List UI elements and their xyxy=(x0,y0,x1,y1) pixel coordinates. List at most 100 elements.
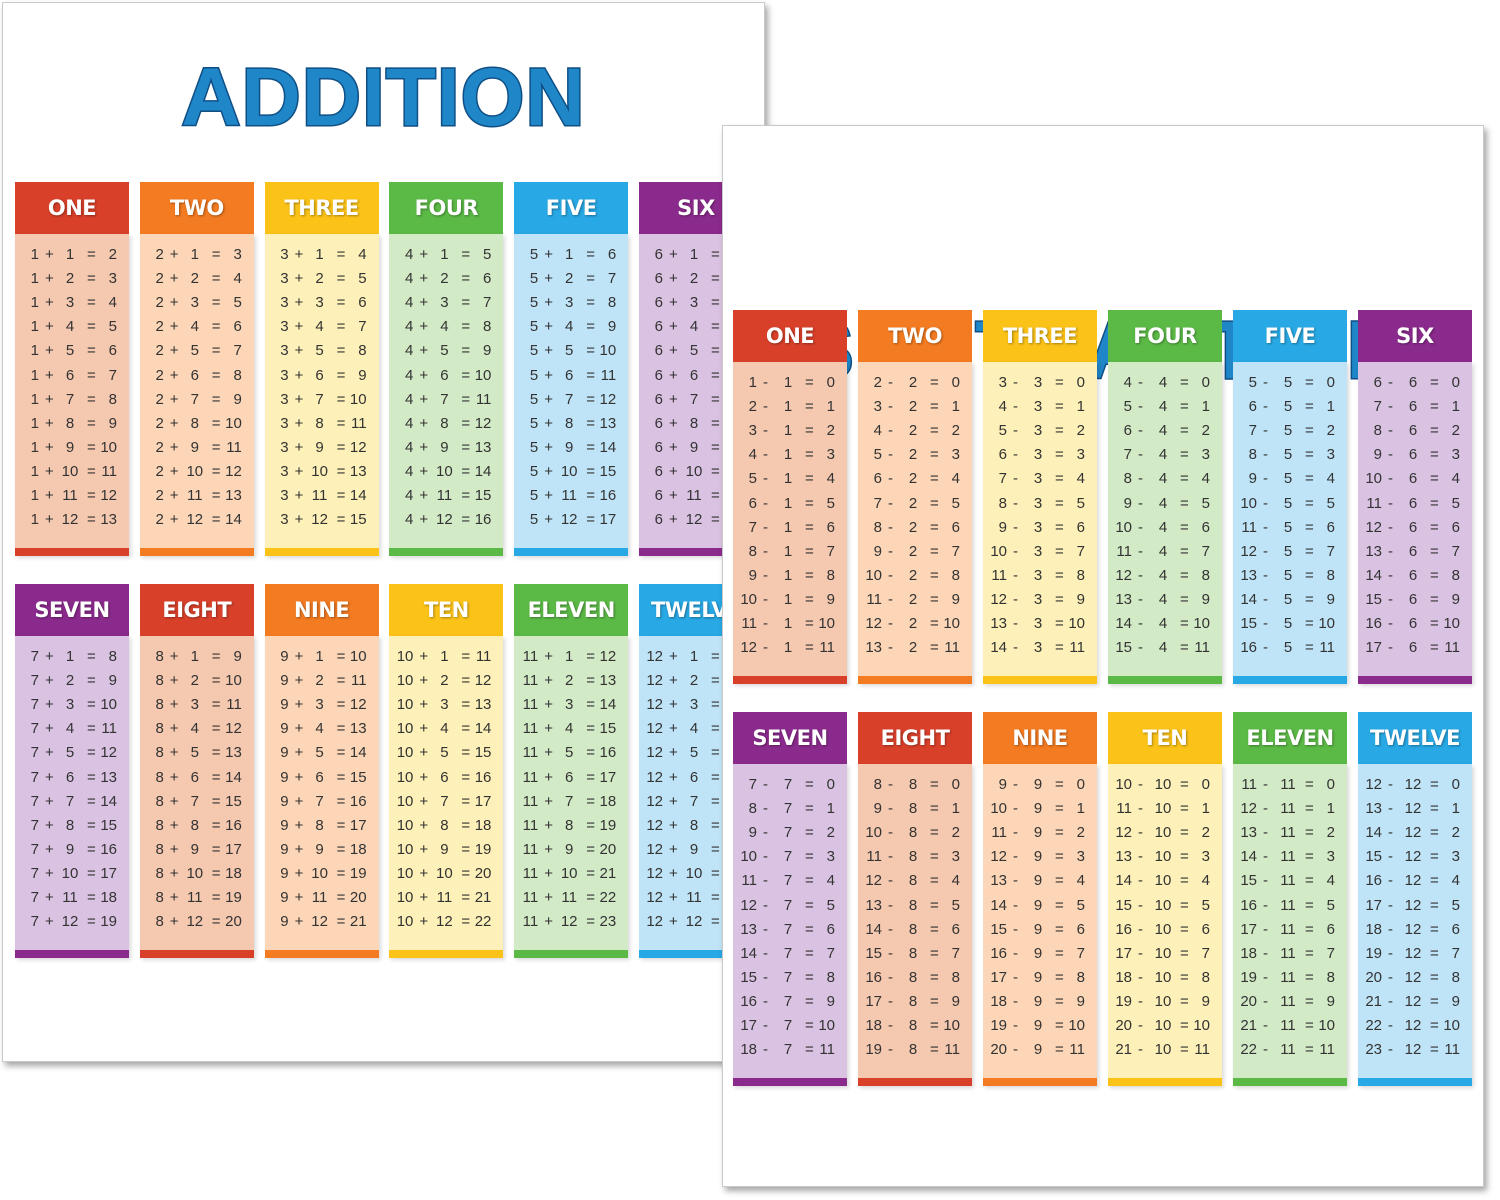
operand: 11 xyxy=(522,744,539,762)
operator: - xyxy=(1263,542,1268,560)
result: 14 xyxy=(225,768,242,786)
operand: 9 xyxy=(565,438,574,456)
operand: 20 xyxy=(990,1041,1007,1059)
equals: = xyxy=(1430,422,1439,440)
operator: + xyxy=(669,318,678,336)
equals: = xyxy=(1055,590,1064,608)
operand: 12 xyxy=(436,511,453,529)
result: 11 xyxy=(944,639,960,657)
operand: 11 xyxy=(522,672,539,690)
result: 5 xyxy=(1201,494,1210,512)
result: 0 xyxy=(1451,776,1460,793)
operator: + xyxy=(419,672,429,690)
result: 12 xyxy=(599,648,617,665)
equals: = xyxy=(1305,800,1314,818)
table-card: TWO 2-2 = 0 3-2 = 1 4-2 = 2 5-2 = 3 6-2 = 4 7-2 = 5 8-2 = 6 9-… xyxy=(858,310,972,684)
operand: 3 xyxy=(280,342,289,360)
card-body: 9 +1 = 10 9 +2 = 11 9 +3 = 12 9 +4 = 13 9 +5 = 14 9 +6 = 15 9 +7 =… xyxy=(264,636,379,958)
operator: + xyxy=(45,342,54,360)
operand: 7 xyxy=(1373,398,1382,416)
equals: = xyxy=(1305,422,1314,440)
card-header: TWO xyxy=(858,310,972,362)
operator: + xyxy=(45,270,54,288)
result: 7 xyxy=(233,342,242,360)
operand: 10 xyxy=(990,800,1007,818)
operator: - xyxy=(1263,639,1268,657)
result: 11 xyxy=(1069,639,1085,657)
operand: 2 xyxy=(155,342,164,360)
result: 6 xyxy=(1326,920,1335,938)
operator: + xyxy=(544,744,553,762)
equals: = xyxy=(461,696,471,714)
operand: 1 xyxy=(783,446,793,464)
card-bar xyxy=(1233,676,1347,684)
operand: 1 xyxy=(315,648,324,665)
operand: 4 xyxy=(1123,374,1132,391)
operand: 2 xyxy=(155,438,164,456)
result: 6 xyxy=(1076,920,1085,938)
operand: 13 xyxy=(865,639,882,657)
result: 5 xyxy=(951,494,960,512)
operand: 16 xyxy=(1240,896,1257,914)
operand: 3 xyxy=(565,294,574,312)
operator: + xyxy=(544,511,553,529)
card-bar xyxy=(264,548,379,556)
operator: + xyxy=(294,366,304,384)
operand: 14 xyxy=(1115,615,1132,632)
operand: 5 xyxy=(529,270,539,288)
operand: 5 xyxy=(529,318,539,336)
equals: = xyxy=(930,422,939,440)
result: 10 xyxy=(943,615,960,632)
operand: 17 xyxy=(865,992,882,1010)
operand: 11 xyxy=(1366,494,1382,512)
operand: 12 xyxy=(1404,1017,1422,1034)
equals: = xyxy=(930,896,939,914)
operand: 3 xyxy=(440,696,449,714)
operand: 7 xyxy=(30,720,39,738)
operator: + xyxy=(419,648,429,665)
operand: 6 xyxy=(654,438,663,456)
equals: = xyxy=(1055,896,1064,914)
operand: 12 xyxy=(61,511,79,529)
operand: 9 xyxy=(190,840,199,858)
operand: 1 xyxy=(440,246,449,263)
operand: 15 xyxy=(740,968,757,986)
operator: + xyxy=(419,816,429,834)
operator: - xyxy=(1388,398,1393,416)
operator: + xyxy=(169,648,179,665)
operand: 2 xyxy=(908,542,918,560)
table-card: ONE 1 +1 = 2 1 +2 = 3 1 +3 = 4 1 +4 = 5 1 +5 = 6 1 +6 = 7 1 +7 = 8 1 +… xyxy=(15,182,129,556)
equals: = xyxy=(87,913,96,931)
operand: 8 xyxy=(65,816,75,834)
equals: = xyxy=(336,366,346,384)
equals: = xyxy=(461,487,471,504)
result: 5 xyxy=(1451,494,1460,512)
operand: 5 xyxy=(315,744,324,762)
operand: 5 xyxy=(1248,374,1257,391)
operand: 3 xyxy=(689,696,699,714)
result: 17 xyxy=(599,768,617,786)
operand: 8 xyxy=(155,648,164,665)
equals: = xyxy=(1055,848,1064,866)
operand: 17 xyxy=(740,1017,757,1034)
operand: 5 xyxy=(1283,374,1293,391)
result: 11 xyxy=(101,720,117,738)
operand: 3 xyxy=(873,398,882,416)
operator: - xyxy=(763,896,768,914)
operand: 5 xyxy=(1283,639,1293,657)
operator: - xyxy=(1013,470,1018,488)
operand: 19 xyxy=(1115,992,1132,1010)
result: 14 xyxy=(474,462,492,480)
operand: 7 xyxy=(30,792,39,810)
operator: - xyxy=(1013,968,1018,986)
equals: = xyxy=(336,913,346,931)
operator: + xyxy=(419,270,429,288)
result: 18 xyxy=(349,840,367,858)
result: 15 xyxy=(599,462,617,480)
operand: 5 xyxy=(1123,398,1132,416)
equals: = xyxy=(930,615,939,632)
result: 12 xyxy=(599,390,617,408)
operand: 7 xyxy=(748,776,757,793)
result: 10 xyxy=(225,414,242,432)
result: 17 xyxy=(599,511,617,529)
